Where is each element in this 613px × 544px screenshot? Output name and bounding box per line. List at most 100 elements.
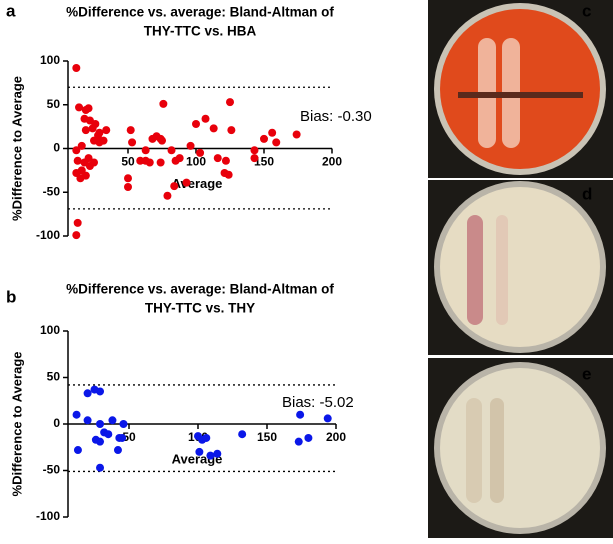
y-tick-label: 0 — [53, 416, 60, 430]
point — [170, 182, 179, 191]
point — [95, 128, 104, 137]
point — [292, 130, 301, 139]
point — [96, 463, 105, 472]
point — [73, 446, 82, 455]
point — [73, 218, 82, 227]
photo-d — [428, 180, 613, 355]
point — [201, 114, 210, 123]
point — [96, 387, 105, 396]
point — [77, 166, 86, 175]
point — [213, 449, 222, 458]
point — [113, 446, 122, 455]
panel-label: a — [6, 1, 16, 20]
point — [99, 136, 108, 145]
x-tick-label: 150 — [254, 155, 274, 169]
point — [124, 174, 132, 183]
point — [238, 430, 247, 439]
point — [77, 141, 86, 150]
y-tick-label: 50 — [47, 370, 61, 384]
point — [73, 156, 82, 165]
annotation: Bias: -5.02 — [282, 394, 354, 411]
point — [272, 138, 281, 147]
point — [268, 128, 277, 137]
point — [156, 158, 165, 167]
point — [224, 170, 233, 179]
point — [182, 178, 191, 187]
point — [72, 410, 81, 419]
point — [145, 158, 154, 167]
point — [195, 447, 204, 456]
y-tick-label: 100 — [40, 323, 60, 337]
point — [209, 124, 218, 133]
y-tick-label: 50 — [47, 97, 61, 111]
point — [167, 146, 176, 155]
point — [226, 98, 234, 107]
chart-title: %Difference vs. average: Bland-Altman of — [66, 5, 334, 20]
point — [91, 120, 100, 128]
panel-label: d — [582, 184, 592, 203]
y-tick-label: 100 — [40, 53, 60, 67]
point — [196, 148, 205, 157]
point — [126, 126, 135, 135]
panel-label: e — [582, 364, 591, 383]
photo-e — [428, 358, 613, 538]
point — [118, 433, 127, 442]
point — [296, 410, 305, 419]
point — [158, 136, 166, 145]
y-axis-label: %Difference to Average — [9, 352, 24, 497]
point — [81, 126, 90, 135]
point — [75, 103, 84, 112]
point — [104, 430, 113, 439]
point — [163, 191, 172, 200]
point — [250, 146, 259, 155]
x-tick-label: 200 — [326, 430, 346, 444]
y-tick-label: -50 — [43, 463, 61, 477]
point — [72, 146, 81, 155]
point — [206, 451, 215, 460]
x-tick-label: 50 — [122, 430, 136, 444]
y-tick-label: -100 — [36, 509, 60, 523]
point — [124, 183, 132, 191]
point — [119, 420, 128, 428]
y-tick-label: -50 — [43, 184, 61, 198]
point — [90, 136, 98, 145]
point — [108, 416, 117, 425]
point — [128, 138, 137, 147]
point — [175, 154, 184, 163]
x-tick-label: 200 — [322, 155, 342, 169]
point — [141, 146, 150, 155]
annotation: Bias: -0.30 — [300, 108, 372, 125]
y-tick-label: -100 — [36, 228, 60, 242]
point — [186, 141, 195, 150]
panel-label: b — [6, 287, 16, 306]
point — [84, 154, 93, 163]
point — [72, 231, 81, 240]
point — [213, 154, 222, 163]
point — [96, 420, 105, 428]
point — [102, 126, 111, 135]
x-tick-label: 150 — [257, 430, 277, 444]
point — [250, 154, 259, 163]
x-axis-label: Average — [172, 176, 223, 191]
point — [159, 99, 168, 108]
point — [83, 416, 92, 425]
point — [84, 104, 93, 113]
point — [221, 156, 230, 165]
x-tick-label: 100 — [186, 155, 206, 169]
point — [260, 134, 268, 143]
point — [96, 437, 105, 446]
chart-title: %Difference vs. average: Bland-Altman of — [66, 282, 334, 297]
y-tick-label: 0 — [53, 141, 60, 155]
point — [294, 437, 303, 446]
point — [202, 433, 211, 442]
chart-title: THY-TTC vs. THY — [145, 301, 255, 316]
panel-label: c — [582, 1, 591, 20]
point — [72, 64, 81, 72]
y-axis-label: %Difference to Average — [9, 76, 24, 221]
point — [304, 433, 313, 442]
x-tick-label: 50 — [121, 155, 135, 169]
point — [192, 120, 200, 128]
point — [227, 126, 236, 135]
chart-title: THY-TTC vs. HBA — [144, 24, 257, 39]
